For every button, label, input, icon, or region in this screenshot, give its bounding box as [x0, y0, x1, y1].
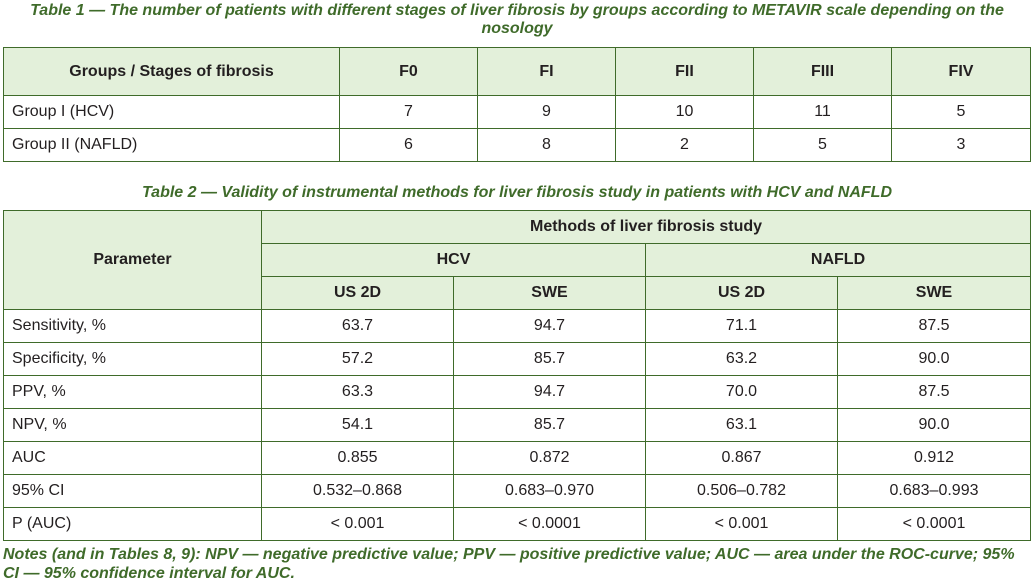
table-cell: 0.872	[453, 441, 646, 475]
table-cell: Group II (NAFLD)	[3, 128, 340, 162]
table2: Parameter Methods of liver fibrosis stud…	[3, 210, 1032, 541]
table-cell: 85.7	[453, 342, 646, 376]
table-cell: 9	[477, 95, 616, 129]
table-row: Group II (NAFLD) 6 8 2 5 3	[3, 128, 1031, 162]
table-cell: 87.5	[836, 375, 1032, 409]
table-notes: Notes (and in Tables 8, 9): NPV — negati…	[3, 546, 1015, 582]
table-row: Specificity, % 57.2 85.7 63.2 90.0	[3, 342, 1032, 376]
table-cell: Group I (HCV)	[3, 95, 340, 129]
method-header: US 2D	[645, 276, 838, 310]
table-cell: 71.1	[645, 309, 838, 343]
table-cell: 94.7	[453, 309, 646, 343]
table1: Groups / Stages of fibrosis F0 FI FII FI…	[3, 47, 1031, 162]
table-cell: 87.5	[836, 309, 1032, 343]
methods-header: Methods of liver fibrosis study	[260, 210, 1032, 244]
table-row: AUC 0.855 0.872 0.867 0.912	[3, 441, 1032, 475]
table-cell: 57.2	[261, 342, 454, 376]
table-row: PPV, % 63.3 94.7 70.0 87.5	[3, 375, 1032, 409]
table2-header-row: Parameter Methods of liver fibrosis stud…	[3, 210, 1032, 310]
method-header: US 2D	[261, 276, 454, 310]
table-cell: 6	[339, 128, 478, 162]
table-row: Sensitivity, % 63.7 94.7 71.1 87.5	[3, 309, 1032, 343]
table-cell: 0.532–0.868	[261, 474, 454, 508]
table-cell: 3	[891, 128, 1031, 162]
parameter-cell: AUC	[3, 441, 262, 475]
table1-header-cell: FIII	[753, 47, 892, 96]
method-header: SWE	[453, 276, 646, 310]
table-cell: < 0.001	[261, 507, 454, 541]
table1-header-cell: FI	[477, 47, 616, 96]
table-row: 95% CI 0.532–0.868 0.683–0.970 0.506–0.782 0…	[3, 474, 1032, 508]
table-cell: 85.7	[453, 408, 646, 442]
parameter-header: Parameter	[3, 210, 262, 310]
table2-caption: Table 2 — Validity of instrumental metho…	[141, 184, 892, 201]
table1-header-cell: Groups / Stages of fibrosis	[3, 47, 340, 96]
method-header: SWE	[836, 276, 1032, 310]
table-cell: 0.683–0.993	[836, 474, 1032, 508]
parameter-cell: 95% CI	[3, 474, 262, 508]
table-cell: 54.1	[261, 408, 454, 442]
table-cell: 63.3	[261, 375, 454, 409]
table-cell: 0.506–0.782	[645, 474, 838, 508]
table2-header-row: HCV NAFLD	[4, 243, 1032, 277]
table-cell: 0.912	[836, 441, 1032, 475]
table-cell: 90.0	[836, 408, 1032, 442]
table-cell: 63.7	[261, 309, 454, 343]
table-cell: 70.0	[645, 375, 838, 409]
group-header-nafld: NAFLD	[644, 243, 1032, 277]
table1-header-cell: FIV	[891, 47, 1031, 96]
table-cell: 63.2	[645, 342, 838, 376]
table-row: P (AUC) < 0.001 < 0.0001 < 0.001 < 0.0001	[3, 507, 1032, 541]
table1-header-cell: F0	[339, 47, 478, 96]
table-cell: 94.7	[453, 375, 646, 409]
table-cell: 5	[753, 128, 892, 162]
table-cell: < 0.0001	[453, 507, 646, 541]
table2-header-row: US 2D SWE US 2D SWE	[4, 276, 1032, 310]
table-cell: 0.855	[261, 441, 454, 475]
table-cell: 5	[891, 95, 1031, 129]
table1-header-row: Groups / Stages of fibrosis F0 FI FII FI…	[3, 47, 1031, 96]
parameter-cell: NPV, %	[3, 408, 262, 442]
parameter-cell: Specificity, %	[3, 342, 262, 376]
group-header-hcv: HCV	[261, 243, 646, 277]
table-cell: 7	[339, 95, 478, 129]
table-row: NPV, % 54.1 85.7 63.1 90.0	[3, 408, 1032, 442]
table-cell: 63.1	[645, 408, 838, 442]
table-cell: 90.0	[836, 342, 1032, 376]
table-cell: 10	[615, 95, 754, 129]
table1-header-cell: FII	[615, 47, 754, 96]
table-cell: 11	[753, 95, 892, 129]
table-row: Group I (HCV) 7 9 10 11 5	[3, 95, 1031, 129]
table-cell: < 0.001	[645, 507, 838, 541]
table-cell: 0.683–0.970	[453, 474, 646, 508]
table1-caption: Table 1 — The number of patients with di…	[30, 2, 1004, 37]
parameter-cell: PPV, %	[3, 375, 262, 409]
table-cell: 8	[477, 128, 616, 162]
parameter-cell: P (AUC)	[3, 507, 262, 541]
parameter-cell: Sensitivity, %	[3, 309, 262, 343]
table-cell: < 0.0001	[836, 507, 1032, 541]
table-cell: 2	[615, 128, 754, 162]
table-cell: 0.867	[645, 441, 838, 475]
